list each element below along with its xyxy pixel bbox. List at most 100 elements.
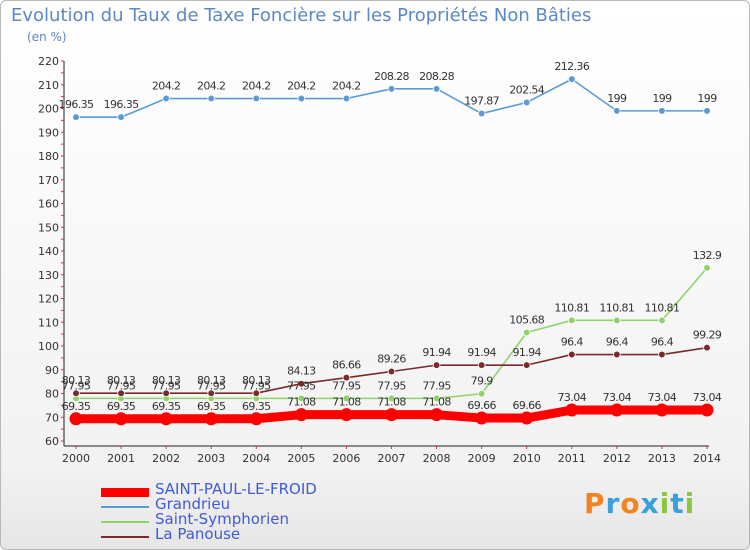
logo-letter: o — [620, 487, 641, 520]
data-point-la-panouse — [162, 389, 170, 397]
data-label-saint-symphorien: 77.95 — [197, 379, 226, 392]
data-point-la-panouse — [207, 389, 216, 397]
x-tick-label: 2006 — [332, 452, 360, 465]
data-label-saint-paul-le-froid: 69.35 — [197, 400, 226, 413]
y-tick-label: 200 — [38, 103, 59, 116]
data-point-grandrieu — [117, 113, 125, 121]
data-label-grandrieu: 204.2 — [152, 80, 181, 93]
y-tick-label: 130 — [38, 269, 59, 282]
legend-label: SAINT-PAUL-LE-FROID — [155, 480, 317, 498]
data-label-saint-paul-le-froid: 69.66 — [512, 399, 541, 412]
data-point-grandrieu — [162, 94, 170, 103]
data-label-grandrieu: 208.28 — [374, 70, 409, 83]
data-point-grandrieu — [252, 94, 261, 103]
data-point-la-panouse — [342, 373, 351, 382]
data-label-la-panouse: 80.13 — [62, 374, 91, 387]
y-tick-label: 190 — [38, 126, 59, 139]
y-tick-label: 170 — [38, 174, 59, 187]
data-label-la-panouse: 91.94 — [467, 346, 496, 359]
data-point-saint-symphorien — [387, 394, 396, 403]
data-label-saint-symphorien: 79.9 — [471, 375, 494, 388]
x-tick-label: 2012 — [603, 452, 631, 465]
legend-item: Saint-Symphorien — [101, 510, 401, 529]
data-point-grandrieu — [207, 94, 216, 103]
data-label-la-panouse: 80.13 — [242, 374, 271, 387]
x-tick-label: 2008 — [423, 452, 451, 465]
data-label-grandrieu: 199 — [652, 92, 672, 105]
y-tick-label: 120 — [38, 293, 59, 306]
data-point-saint-symphorien — [658, 316, 666, 325]
data-label-saint-paul-le-froid: 73.04 — [558, 391, 587, 404]
data-point-saint-paul-le-froid — [475, 411, 489, 425]
data-label-la-panouse: 80.13 — [197, 374, 226, 387]
y-tick-label: 180 — [38, 150, 59, 163]
data-label-grandrieu: 196.35 — [59, 98, 94, 111]
x-tick-label: 2014 — [693, 452, 721, 465]
data-point-saint-paul-le-froid — [159, 412, 173, 426]
legend-label: La Panouse — [155, 525, 241, 543]
data-label-grandrieu: 208.28 — [419, 70, 454, 83]
legend-swatch — [101, 506, 149, 508]
data-label-saint-paul-le-froid: 69.35 — [62, 400, 91, 413]
data-point-saint-paul-le-froid — [700, 403, 714, 417]
y-tick-label: 110 — [38, 316, 59, 329]
data-label-grandrieu: 196.35 — [104, 98, 139, 111]
data-label-la-panouse: 89.26 — [377, 353, 406, 366]
data-point-saint-paul-le-froid — [69, 412, 83, 426]
data-point-grandrieu — [613, 107, 621, 115]
legend-swatch — [101, 521, 149, 523]
chart-title: Evolution du Taux de Taxe Foncière sur l… — [11, 5, 592, 26]
data-label-saint-paul-le-froid: 69.66 — [467, 399, 496, 412]
data-point-grandrieu — [72, 113, 80, 121]
data-point-saint-paul-le-froid — [655, 403, 669, 417]
data-label-la-panouse: 91.94 — [422, 346, 451, 359]
logo-letter: x — [640, 487, 660, 520]
logo-letter: r — [605, 487, 621, 520]
data-point-saint-paul-le-froid — [114, 412, 128, 426]
y-tick-label: 80 — [45, 388, 59, 401]
x-tick-label: 2001 — [107, 452, 135, 465]
data-label-la-panouse: 96.4 — [606, 336, 629, 349]
x-tick-label: 2005 — [287, 452, 315, 465]
data-label-saint-paul-le-froid: 73.04 — [648, 391, 677, 404]
data-label-saint-symphorien: 110.81 — [644, 301, 679, 314]
data-point-grandrieu — [658, 107, 666, 115]
data-label-saint-symphorien: 77.95 — [377, 379, 406, 392]
data-label-la-panouse: 86.66 — [332, 359, 361, 372]
data-label-grandrieu: 204.2 — [287, 80, 316, 93]
data-point-saint-paul-le-froid — [339, 408, 353, 422]
data-label-saint-paul-le-froid: 71.08 — [377, 396, 406, 409]
data-point-saint-symphorien — [567, 316, 576, 325]
proxiti-logo: Proxiti — [584, 487, 695, 520]
data-point-saint-paul-le-froid — [430, 408, 444, 422]
y-tick-label: 220 — [38, 55, 59, 68]
x-tick-label: 2003 — [197, 452, 225, 465]
y-tick-label: 150 — [38, 221, 59, 234]
data-point-grandrieu — [567, 75, 576, 83]
data-point-la-panouse — [72, 389, 80, 397]
data-label-saint-symphorien: 77.95 — [242, 379, 271, 392]
logo-letter: i — [684, 487, 696, 520]
logo-letter: i — [659, 487, 671, 520]
data-point-saint-paul-le-froid — [204, 412, 218, 426]
y-tick-label: 70 — [45, 411, 59, 424]
data-label-saint-symphorien: 77.95 — [332, 379, 361, 392]
data-point-la-panouse — [522, 361, 531, 369]
data-label-saint-symphorien: 105.68 — [509, 314, 544, 327]
data-label-saint-paul-le-froid: 69.35 — [242, 400, 271, 413]
data-point-la-panouse — [477, 361, 486, 369]
data-point-saint-symphorien — [522, 328, 531, 337]
data-point-saint-symphorien — [613, 316, 621, 325]
data-point-la-panouse — [703, 343, 711, 352]
data-point-saint-symphorien — [477, 389, 486, 398]
data-point-la-panouse — [117, 389, 125, 397]
data-point-saint-paul-le-froid — [249, 412, 263, 426]
data-label-grandrieu: 204.2 — [197, 80, 226, 93]
data-point-grandrieu — [522, 98, 531, 107]
y-tick-label: 60 — [45, 435, 59, 448]
x-tick-label: 2000 — [62, 452, 90, 465]
data-point-la-panouse — [252, 389, 261, 397]
data-label-grandrieu: 204.2 — [332, 80, 361, 93]
x-tick-label: 2004 — [242, 452, 270, 465]
data-point-saint-paul-le-froid — [610, 403, 624, 417]
